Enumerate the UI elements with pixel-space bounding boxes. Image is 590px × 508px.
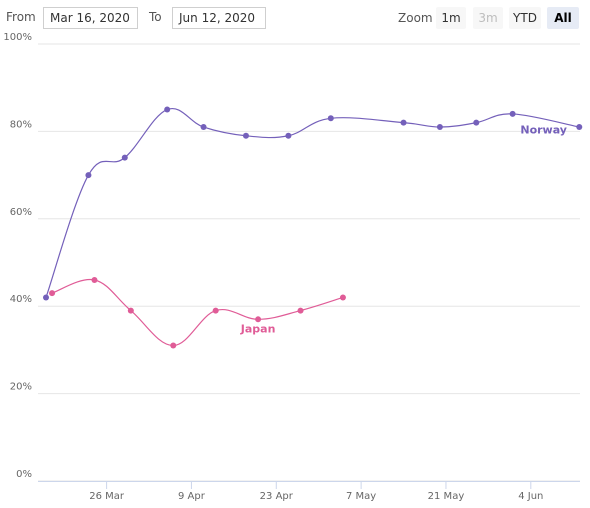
zoom-ytd-button[interactable]: YTD <box>509 7 541 29</box>
series-label-japan: Japan <box>240 322 276 335</box>
from-label: From <box>6 10 36 24</box>
data-point-norway <box>400 119 407 126</box>
y-tick-label: 60% <box>10 207 32 218</box>
data-point-norway <box>200 124 207 131</box>
x-tick-label: 7 May <box>346 491 376 502</box>
x-tick-label: 23 Apr <box>260 491 294 502</box>
grid-lines <box>38 43 580 482</box>
x-tick-label: 9 Apr <box>178 491 206 502</box>
y-axis-ticks: 0% 20% 40% 60% 80% 100% <box>3 32 32 480</box>
data-point-japan <box>127 307 134 314</box>
series-line-norway <box>45 107 580 298</box>
zoom-label: Zoom <box>398 11 433 25</box>
series-labels: Norway Japan <box>240 124 567 336</box>
data-point-norway <box>285 132 292 139</box>
y-tick-label: 0% <box>16 469 32 480</box>
data-point-japan <box>49 290 56 297</box>
x-tick-label: 21 May <box>428 491 465 502</box>
zoom-all-button[interactable]: All <box>547 7 579 29</box>
x-tick-label: 4 Jun <box>518 491 543 502</box>
data-point-norway <box>576 124 583 131</box>
data-point-norway <box>327 115 334 122</box>
data-point-japan <box>170 342 177 349</box>
range-selector: From Mar 16, 2020 To Jun 12, 2020 Zoom 1… <box>0 0 590 36</box>
data-point-japan <box>297 307 304 314</box>
data-point-japan <box>212 307 219 314</box>
to-date-input[interactable]: Jun 12, 2020 <box>172 7 266 29</box>
data-point-norway <box>242 132 249 139</box>
data-point-japan <box>91 276 98 283</box>
y-tick-label: 20% <box>10 382 32 393</box>
data-point-norway <box>509 110 516 117</box>
data-point-norway <box>473 119 480 126</box>
data-point-japan <box>339 294 346 301</box>
data-point-norway <box>85 172 92 179</box>
to-label: To <box>149 10 162 24</box>
data-point-japan <box>255 316 262 323</box>
series-layer <box>43 106 583 349</box>
series-line-japan <box>51 278 344 347</box>
data-point-norway <box>43 294 49 301</box>
series-label-norway: Norway <box>520 124 567 137</box>
from-date-input[interactable]: Mar 16, 2020 <box>43 7 138 29</box>
y-tick-label: 100% <box>3 32 32 43</box>
zoom-1m-button[interactable]: 1m <box>436 7 466 29</box>
y-tick-label: 40% <box>10 294 32 305</box>
x-tick-label: 26 Mar <box>89 491 125 502</box>
data-point-norway <box>436 124 443 131</box>
y-tick-label: 80% <box>10 119 32 130</box>
x-axis: 26 Mar 9 Apr 23 Apr 7 May 21 May 4 Jun <box>38 481 580 502</box>
data-point-norway <box>164 106 171 113</box>
data-point-norway <box>121 154 128 161</box>
zoom-3m-button[interactable]: 3m <box>473 7 503 29</box>
